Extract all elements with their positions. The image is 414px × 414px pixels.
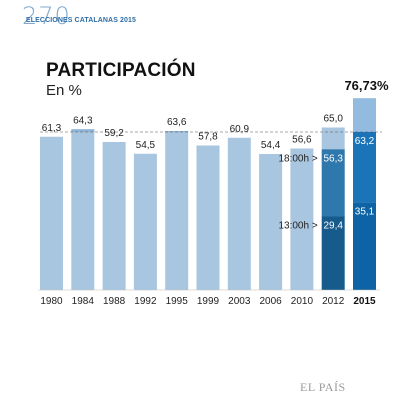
brand-label: ELECCIONES CATALANAS 2015 (26, 17, 136, 24)
value-label-2006: 54,4 (261, 140, 281, 151)
value-label-2012: 65,0 (323, 114, 343, 125)
value-label-1995: 63,6 (167, 117, 187, 128)
bar-1988 (102, 142, 126, 290)
partial-label-13h: 13:00h > (278, 221, 317, 232)
bar-13h-2012 (321, 216, 345, 290)
value-label-2015: 76,73% (344, 78, 389, 93)
value-label-1980: 61,3 (42, 123, 62, 134)
tick-label-1992: 1992 (134, 296, 157, 307)
bar-2003 (227, 137, 251, 290)
chart-title: PARTICIPACIÓN (46, 60, 196, 81)
bar-total-2012 (321, 127, 345, 150)
value-label-1984: 64,3 (73, 115, 93, 126)
bar-top-1984 (71, 129, 95, 132)
bar-18h-2015 (353, 132, 376, 203)
tick-label-1980: 1980 (40, 296, 63, 307)
tick-label-2015: 2015 (353, 296, 376, 307)
header: 270 ELECCIONES CATALANAS 2015 (0, 0, 414, 30)
tick-label-1984: 1984 (72, 296, 95, 307)
bar-total-2015 (353, 98, 376, 132)
value-label-1992: 54,5 (136, 140, 156, 151)
tick-label-1995: 1995 (166, 296, 189, 307)
bar-1980 (40, 136, 63, 290)
tick-label-2012: 2012 (322, 296, 345, 307)
bar-1995 (165, 131, 189, 290)
el-pais-logo: EL PAÍS (300, 380, 346, 394)
value-label-1999: 57,8 (198, 132, 218, 143)
value-label-2010: 56,6 (292, 135, 312, 146)
bar-2010 (290, 148, 314, 290)
brand-number: 270 (22, 2, 71, 30)
partial-label-18h: 18:00h > (278, 153, 317, 164)
label-18h-2015: 63,2 (355, 136, 375, 147)
value-label-1988: 59,2 (104, 128, 124, 139)
label-18h-2012: 56,3 (323, 153, 343, 164)
bar-top-1995 (165, 131, 189, 132)
label-13h-2015: 35,1 (355, 206, 375, 217)
chart-subtitle: En % (46, 82, 82, 99)
tick-label-2010: 2010 (291, 296, 314, 307)
tick-label-2003: 2003 (228, 296, 251, 307)
label-13h-2012: 29,4 (323, 221, 343, 232)
bar-1999 (196, 145, 220, 290)
bar-1992 (133, 153, 157, 290)
tick-label-1999: 1999 (197, 296, 220, 307)
bar-13h-2015 (353, 202, 376, 290)
tick-label-2006: 2006 (259, 296, 282, 307)
bar-1984 (71, 129, 95, 290)
bar-18h-2012 (321, 149, 345, 217)
bar-2006 (259, 154, 283, 290)
value-label-2003: 60,9 (230, 124, 250, 135)
tick-label-1988: 1988 (103, 296, 126, 307)
